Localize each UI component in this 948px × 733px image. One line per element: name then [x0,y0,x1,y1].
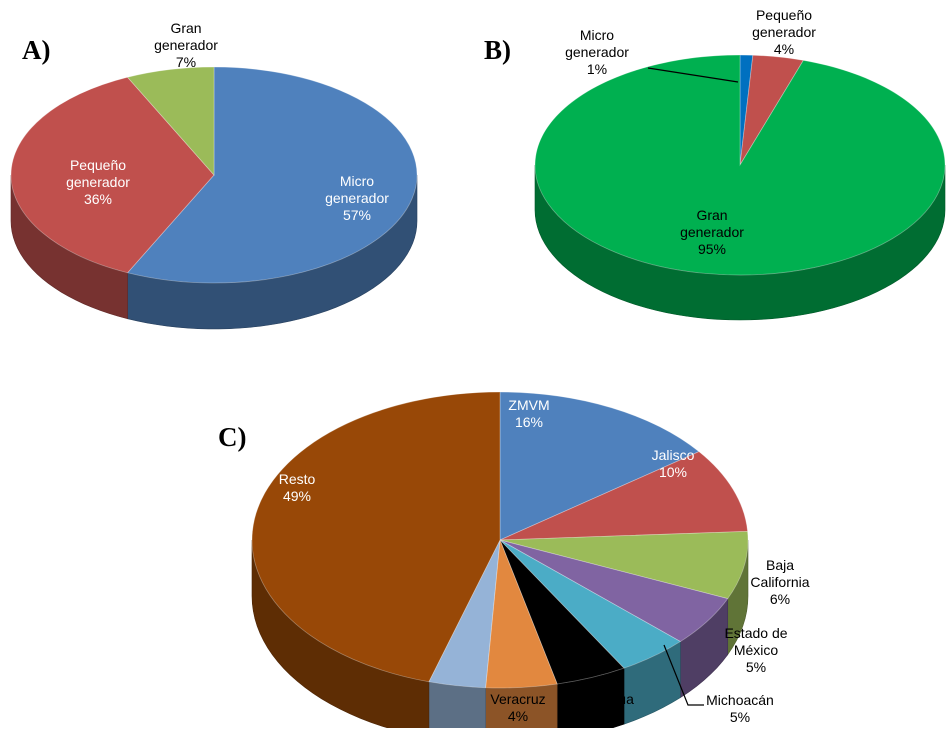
label-resto: Resto 49% [279,471,316,504]
pie-top-faces [10,66,418,284]
label-pequeno-generador: Pequeño generador 36% [66,157,130,207]
leader-line-michoacan [663,644,704,706]
panel-label-b: B) [484,35,511,65]
slice-chihuahua [485,539,558,689]
label-micro-generador: Micro generador 1% [565,27,629,77]
label-micro-generador: Micro generador 57% [325,173,389,223]
label-estado-de-mexico: Estado de México 5% [724,625,787,675]
pie-chart-2: Micro generador 1% Pequeño generador 4% Gran ge… [534,7,946,321]
slice-unlabeled [499,530,749,600]
slice-pequeno-generador [10,76,215,274]
slice-veracruz [428,539,501,689]
panel-label-c: C) [218,422,247,452]
pie-top-faces [251,391,749,689]
pie-labels: Micro generador 1% Pequeño generador 4% Gran ge… [565,7,816,257]
label-chihuahua: Chihuahua 5% [566,691,634,724]
label-michoacan: Michoacán 5% [706,692,774,725]
slice-baja-california [499,539,729,643]
panel-label-a: A) [22,35,51,65]
slice-jalisco [499,451,749,541]
label-veracruz: Veracruz 4% [490,691,545,724]
pie-top-faces [534,54,946,276]
slice-micro-generador [126,66,418,284]
slice-gran-generador [534,54,946,276]
slice-side-veracruz [428,681,486,733]
label-pequeno-generador: Pequeño generador 4% [752,7,816,57]
slice-resto [251,391,501,683]
slice-michoacan [499,539,625,685]
pie-labels: Micro generador 57% Pequeño generador 36% Gran… [66,20,389,223]
slice-pequeno-generador [739,54,804,166]
label-zmvm: ZMVM 16% [508,397,549,430]
slice-gran-generador [126,66,215,177]
pie-chart-1: Micro generador 57% Pequeño generador 36% Gran… [10,20,418,330]
pie-chart-3: ZMVM 16% Jalisco 10% Baja California 6% Estado … [251,391,810,733]
slice-zmvm [499,391,700,541]
label-gran-generador: Gran generador 95% [680,207,744,257]
pie-labels: ZMVM 16% Jalisco 10% Baja California 6% Estado … [279,397,810,725]
label-gran-generador: Gran generador 7% [154,20,218,70]
slice-estado-de-mexico [499,539,682,669]
leader-line-micro-generador [647,67,739,83]
label-jalisco: Jalisco 10% [652,447,695,480]
slice-micro-generador [739,54,754,166]
label-baja-california: Baja California 6% [750,557,809,607]
pie-side-walls [251,539,749,733]
